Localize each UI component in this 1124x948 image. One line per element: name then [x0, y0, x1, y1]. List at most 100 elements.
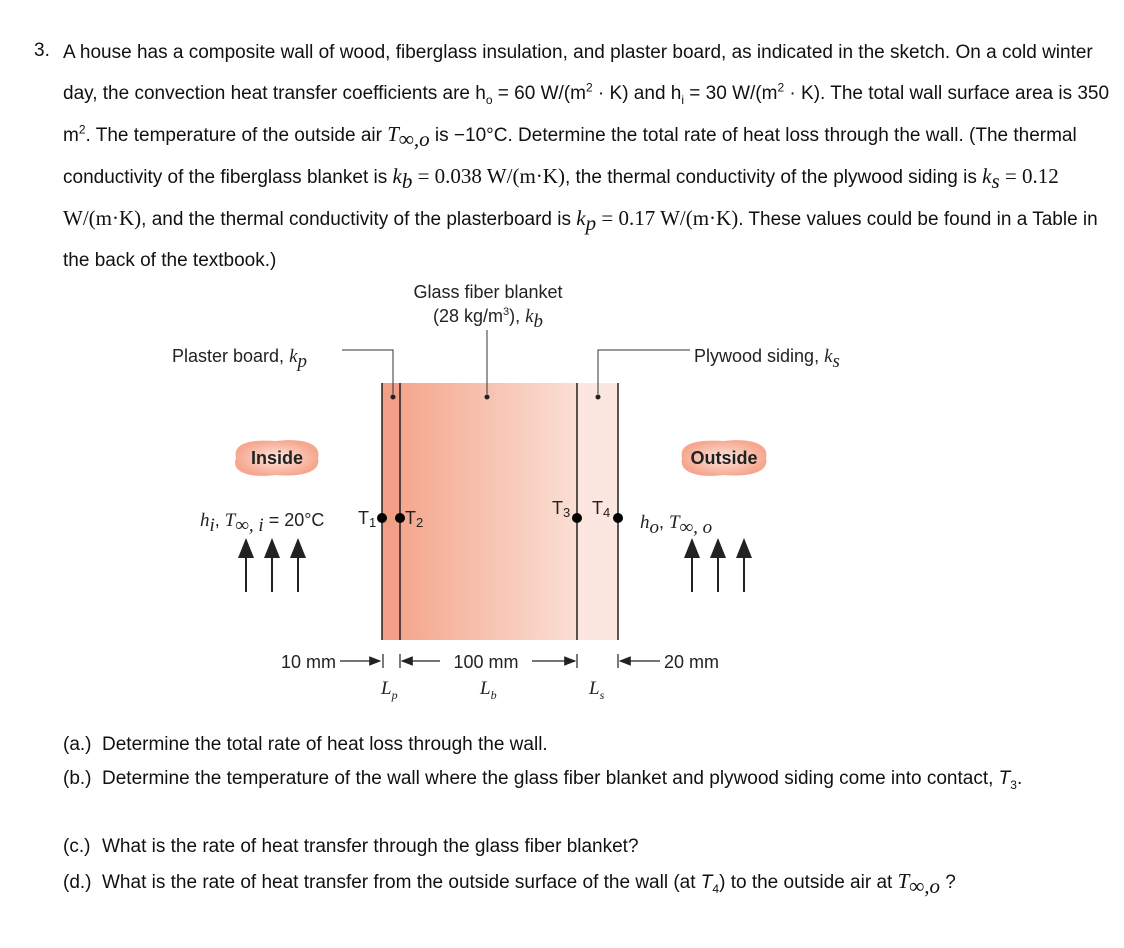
math-symbol: k — [576, 206, 586, 230]
outside-label: Outside — [690, 448, 757, 468]
plaster-layer — [382, 383, 400, 640]
subscript: p — [296, 351, 308, 372]
text-run: Determine the temperature of the wall wh… — [102, 768, 999, 789]
math-symbol: k — [824, 346, 833, 367]
subscript: ∞, i — [235, 515, 263, 536]
superscript: 2 — [78, 122, 86, 137]
length-label: Lp — [380, 678, 398, 702]
label-text: , — [215, 510, 225, 530]
text-run: What is the rate of heat transfer from t… — [102, 872, 701, 893]
question: (c.) What is the rate of heat transfer th… — [63, 830, 1124, 864]
subscript: 2 — [416, 515, 423, 530]
subscript: o — [485, 92, 493, 107]
dimension-label: 20 mm — [664, 652, 719, 672]
subscript: b — [401, 168, 413, 193]
inside-conditions: hi, T∞, i = 20°C — [200, 510, 324, 536]
math-symbol: T — [700, 872, 713, 893]
math-symbol: L — [588, 678, 600, 699]
label-text: Plaster board, — [172, 346, 289, 366]
temperature-label: T2 — [405, 508, 423, 530]
leader-lines — [342, 330, 690, 394]
siding-layer — [577, 383, 618, 640]
question-label: (c.) — [63, 836, 91, 857]
subscript: ∞,o — [909, 873, 941, 898]
text-run: . The temperature of the outside air — [85, 125, 388, 146]
temperature-label: T4 — [592, 498, 610, 520]
length-label: Ls — [588, 678, 605, 702]
math-symbol: k — [982, 164, 992, 188]
question-label: (d.) — [63, 872, 92, 893]
question-label: (b.) — [63, 768, 92, 789]
label-text: Plywood siding, — [694, 346, 824, 366]
outside-conditions: ho, T∞, o — [640, 512, 712, 538]
text-run: , and the thermal conductivity of the pl… — [141, 209, 577, 230]
text-run: , the thermal conductivity of the plywoo… — [564, 167, 983, 188]
question-label: (a.) — [63, 734, 92, 755]
math-symbol: k — [289, 346, 298, 367]
superscript: 3 — [503, 306, 509, 318]
outside-blob — [681, 440, 767, 476]
dimension-label: 10 mm — [281, 652, 336, 672]
math-symbol: T — [897, 869, 910, 893]
label-text: T — [552, 498, 563, 518]
text-run: · K) and h — [592, 83, 682, 104]
label-text: T — [405, 508, 416, 528]
math-symbol: T — [998, 768, 1011, 789]
math-symbol: L — [380, 678, 392, 699]
superscript: 2 — [585, 80, 593, 95]
question: (a.) Determine the total rate of heat los… — [63, 728, 1124, 762]
temperature-label: T1 — [358, 508, 376, 530]
blanket-density: (28 kg/m3), kb — [433, 306, 543, 332]
subscript: s — [600, 688, 605, 702]
flow-arrows — [238, 538, 752, 592]
label-text: = 20°C — [264, 510, 325, 530]
math-value: = 0.17 W/(m·K) — [596, 206, 739, 230]
subscript: s — [833, 351, 840, 372]
math-symbol: T — [387, 122, 399, 146]
text-run: = 60 W/(m — [492, 83, 586, 104]
siding-label: Plywood siding, ks — [694, 346, 840, 372]
text-run: Determine the total rate of heat loss th… — [102, 734, 548, 755]
problem-number: 3. — [34, 40, 50, 61]
label-text: Glass fiber blanket — [413, 282, 562, 302]
inside-label: Inside — [251, 448, 303, 468]
math-value: = 0.12 W/(m·K) — [63, 164, 1059, 230]
subscript: 3 — [563, 505, 570, 520]
text-run: . — [1016, 768, 1023, 789]
text-run: is −10°C. Determine the total rate of he… — [63, 125, 1077, 188]
label-text: T — [358, 508, 369, 528]
math-symbol: k — [392, 164, 402, 188]
math-symbol: h — [640, 512, 650, 533]
subscript: i — [210, 515, 215, 536]
temperature-label: T3 — [552, 498, 570, 520]
subscript: 4 — [603, 505, 610, 520]
subscript: ∞,o — [398, 126, 430, 151]
blanket-label: Glass fiber blanket — [413, 282, 562, 302]
wall-lines — [381, 383, 619, 640]
dimension-label: 100 mm — [453, 652, 518, 672]
label-text: ), — [509, 306, 525, 326]
problem-text: A house has a composite wall of wood, fi… — [63, 32, 1111, 281]
label-text: T — [592, 498, 603, 518]
text-run: · K). The total wall surface area is 350… — [63, 83, 1110, 146]
inside-blob — [235, 440, 319, 476]
leader-dots — [390, 394, 601, 400]
subscript: 4 — [712, 881, 720, 896]
subscript: b — [534, 311, 544, 332]
math-value: = 0.038 W/(m·K) — [412, 164, 565, 188]
subscript: o — [650, 517, 660, 538]
math-symbol: T — [225, 510, 237, 531]
question: (d.) What is the rate of heat transfer fr… — [63, 864, 1124, 900]
blanket-layer — [400, 383, 577, 640]
label-text: (28 kg/m — [433, 306, 503, 326]
question: (b.) Determine the temperature of the wal… — [63, 762, 1124, 796]
math-symbol: L — [479, 678, 491, 699]
subscript: i — [681, 92, 685, 107]
length-label: Lb — [479, 678, 497, 702]
text-run: ? — [940, 872, 956, 893]
plaster-label: Plaster board, kp — [172, 346, 307, 372]
dimension-lines — [340, 654, 660, 668]
subscript: ∞, o — [680, 517, 713, 538]
